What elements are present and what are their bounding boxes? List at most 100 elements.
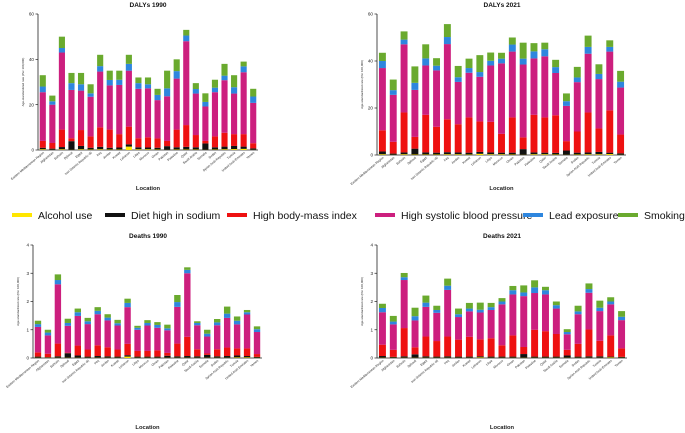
x-tick-label: Kuwait [112,151,122,160]
bar-segment-high-systolic-blood-pressure [476,76,484,122]
bar-segment-smoking [34,320,42,325]
bar-segment-lead-exposure [400,277,408,281]
bar-segment-diet-high-in-sodium [498,152,505,155]
bar-segment-lead-exposure [562,101,570,106]
bar-segment-diet-high-in-sodium [74,355,81,358]
bar-segment-diet-high-in-sodium [94,356,101,358]
bar-segment-high-body-mass-index [531,329,539,357]
bar-libya [135,77,142,150]
bar-segment-lead-exposure [606,46,614,52]
bar-qatar [541,42,549,155]
bar-segment-high-systolic-blood-pressure [87,96,94,137]
bar-segment-alcohol-use [77,149,85,150]
bar-segment-lead-exposure [455,314,462,318]
bar-segment-high-systolic-blood-pressure [58,52,65,130]
legend-swatch [375,213,395,217]
bar-segment-diet-high-in-sodium [144,356,151,358]
bar-tunisia [595,64,603,155]
bar-segment-high-systolic-blood-pressure [389,324,397,350]
bar-segment-lead-exposure [194,322,201,326]
bar-yemen [617,70,625,155]
x-tick-label: Iraq [93,359,100,366]
bar-segment-smoking [465,302,473,309]
bar-segment-high-body-mass-index [400,328,408,357]
chart-dalys-1990: DALYs 1990 0 20 40 60 Age-standardized rate (… [10,2,258,192]
x-tick-label: Qatar [539,359,548,367]
bar-tunisia [596,300,604,358]
bar-segment-lead-exposure [487,60,495,66]
bar-segment-lead-exposure [173,71,180,79]
bar-segment-smoking [595,64,603,74]
bar-segment-lead-exposure [114,323,121,326]
x-tick-label: Jordan [451,156,461,165]
bar-segment-alcohol-use [243,357,251,358]
x-tick-label: Bahrain [49,359,60,369]
bar-segment-high-body-mass-index [211,136,219,148]
bar-morocco [144,320,151,358]
bar-segment-lead-exposure [584,46,592,54]
bar-segment-high-body-mass-index [64,352,72,354]
bar-segment-smoking [154,88,161,95]
bar-segment-diet-high-in-sodium [154,147,161,150]
bar-lebanon [476,55,484,155]
bar-iraq [444,278,452,358]
bar-segment-smoking [116,70,123,80]
bar-segment-diet-high-in-sodium [164,355,171,358]
bar-segment-lead-exposure [487,307,495,310]
bar-segment-diet-high-in-sodium [184,356,191,358]
bar-segment-smoking [378,303,386,308]
bar-saudi-arabia [192,83,199,150]
bar-oman [154,88,161,150]
bar-segment-smoking [617,70,625,82]
bar-segment-high-systolic-blood-pressure [596,311,604,341]
bar-segment-smoking [498,298,506,302]
bar-segment-high-systolic-blood-pressure [411,89,419,137]
y-axis-label: Age-standardized rate (Per 100,000) [16,277,20,326]
bar-segment-diet-high-in-sodium [378,151,386,155]
bar-segment-high-systolic-blood-pressure [77,90,85,131]
bar-segment-alcohol-use [233,357,241,358]
bar-segment-smoking [211,79,219,88]
bar-segment-lead-exposure [444,285,452,290]
bar-segment-smoking [173,59,180,72]
bar-segment-high-body-mass-index [221,132,228,147]
bar-segment-high-systolic-blood-pressure [183,41,190,126]
x-tick-label: Sudan [210,359,220,368]
bar-segment-high-body-mass-index [476,121,484,152]
legend-swatch [618,213,638,217]
bar-syrian-arab-republic [585,283,593,358]
bar-bahrain [54,274,62,358]
bar-segment-smoking [64,318,72,323]
y-tick-label: 2 [26,299,29,304]
bar-segment-high-systolic-blood-pressure [562,105,570,142]
x-axis-label: Location [136,186,161,192]
bar-segment-lead-exposure [433,309,441,313]
bar-morocco [498,52,505,155]
bar-segment-diet-high-in-sodium [422,356,430,358]
bar-segment-diet-high-in-sodium [135,147,142,150]
bar-segment-smoking [411,307,419,317]
bar-segment-diet-high-in-sodium [223,356,231,358]
bar-segment-high-body-mass-index [411,136,419,149]
bar-segment-lead-exposure [422,58,430,66]
bar-segment-high-systolic-blood-pressure [509,294,517,336]
bar-segment-high-systolic-blood-pressure [498,304,506,346]
bar-afghanistan [389,79,397,155]
x-tick-label: Pakistan [158,359,170,370]
x-tick-label: Djibouti [407,359,418,369]
bar-segment-high-body-mass-index [552,115,560,153]
x-tick-label: Libya [485,359,493,367]
bar-segment-high-body-mass-index [542,331,549,357]
bar-segment-diet-high-in-sodium [476,151,484,154]
bar-segment-diet-high-in-sodium [618,356,626,358]
bar-segment-diet-high-in-sodium [400,152,408,155]
bar-segment-high-body-mass-index [174,343,181,357]
bar-segment-high-systolic-blood-pressure [573,82,581,132]
bar-segment-smoking [465,58,473,69]
bar-segment-high-body-mass-index [125,126,132,145]
bar-segment-smoking [476,302,484,310]
bar-segment-high-body-mass-index [243,348,251,357]
bar-segment-high-body-mass-index [389,141,397,154]
bar-segment-high-body-mass-index [173,129,180,148]
bar-segment-lead-exposure [94,310,101,315]
